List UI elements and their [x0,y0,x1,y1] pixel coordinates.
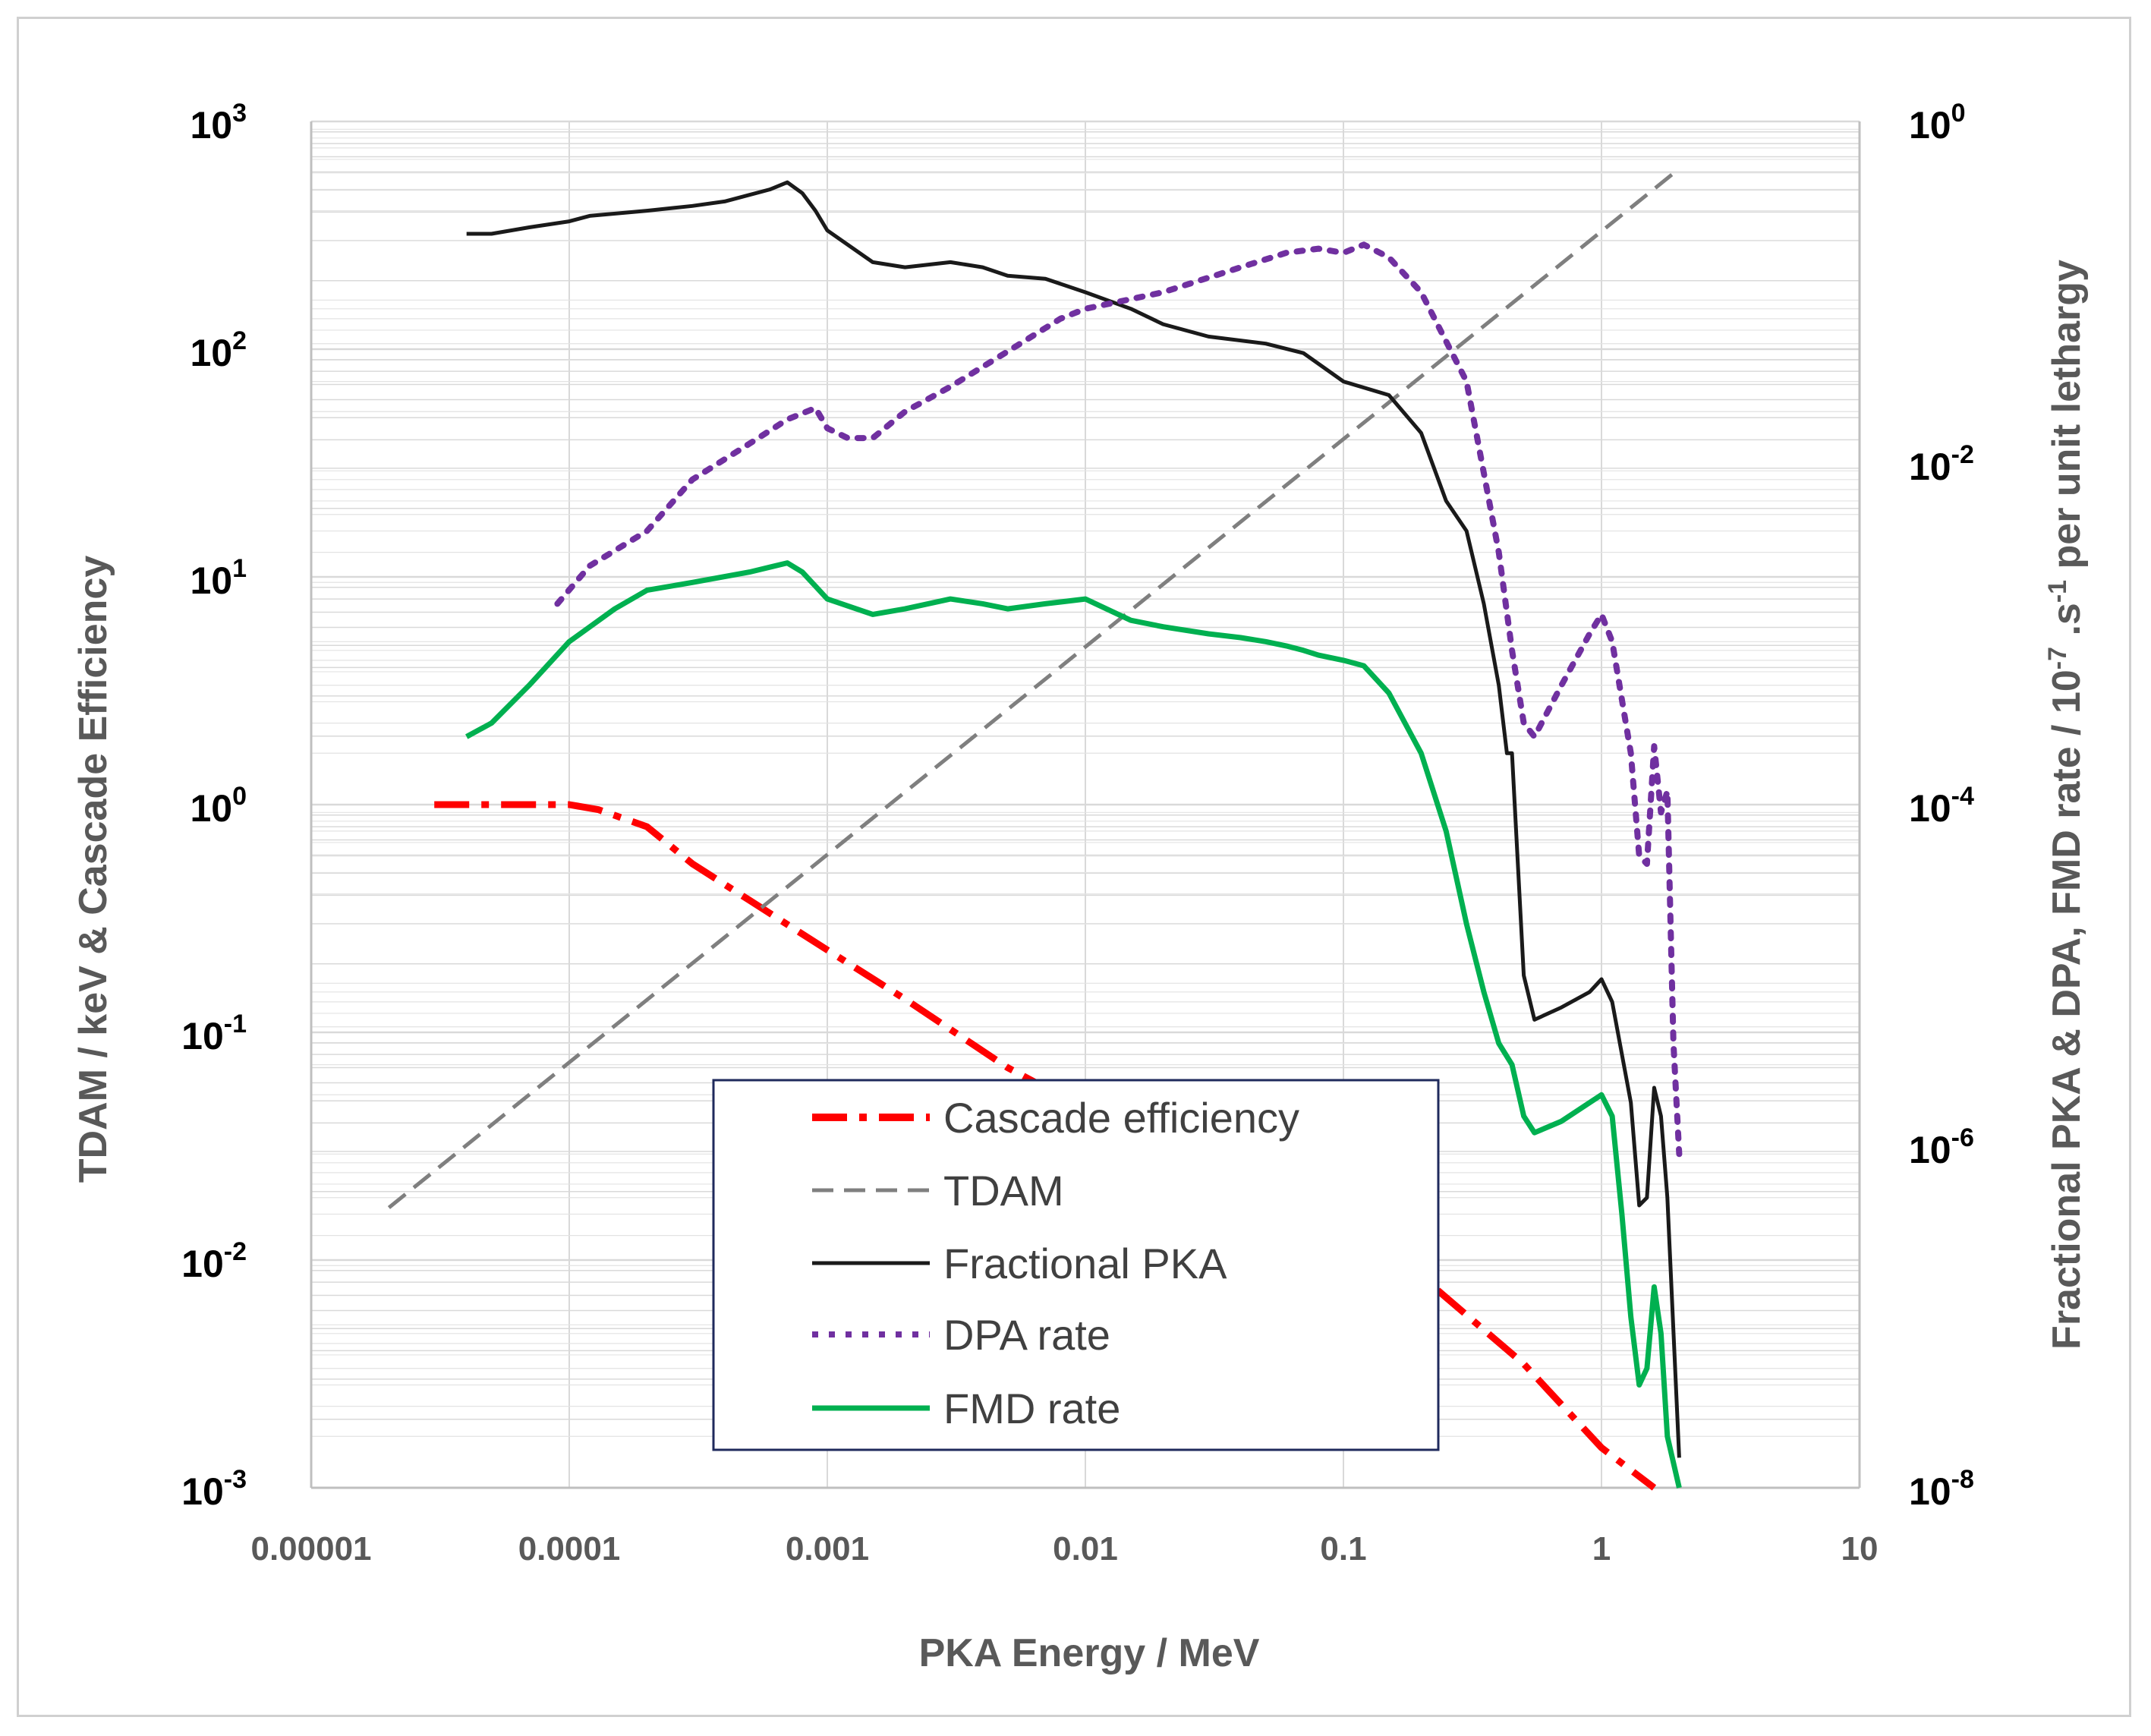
y-right-tick-label: 10-4 [1909,782,1974,830]
y-left-tick-label: 10-3 [181,1465,247,1513]
y-left-tick-label: 103 [190,99,247,147]
x-tick-label: 0.001 [786,1530,869,1567]
legend-label-fmd-rate: FMD rate [943,1385,1120,1432]
y-right-title-part2: .s [2045,603,2089,647]
legend-label-dpa-rate: DPA rate [943,1311,1110,1359]
series-fmd-rate [465,560,1682,1489]
y-left-tick-label: 100 [190,782,247,830]
x-tick-label: 0.00001 [250,1530,371,1567]
legend-label-fractional-pka: Fractional PKA [943,1240,1227,1287]
legend: Cascade efficiency TDAM Fractional PKA D… [712,1079,1440,1451]
series-tdam [387,167,1680,1209]
axes-layer: 0.00001 0.0001 0.001 0.01 0.1 1 10 103 102 101 100… [181,99,1974,1567]
y-axis-right-title: Fractional PKA & DPA, FMD rate / 10-7 .s… [2043,260,2089,1350]
y-right-tick-label: 100 [1909,99,1966,147]
series-dpa-rate [554,241,1683,1158]
x-tick-label: 10 [1841,1530,1879,1567]
y-right-tick-label: 10-8 [1909,1465,1974,1513]
y-right-title-part1: Fractional PKA & DPA, FMD rate / 10 [2045,670,2089,1350]
y-right-title-part3: per unit lethargy [2045,260,2089,580]
x-tick-label: 0.1 [1320,1530,1366,1567]
y-left-tick-label: 102 [190,326,247,374]
y-right-title-sup2: -1 [2043,580,2072,603]
x-tick-label: 0.01 [1053,1530,1118,1567]
y-right-tick-label: 10-2 [1909,440,1974,488]
x-axis-title: PKA Energy / MeV [919,1631,1260,1675]
y-left-tick-label: 101 [190,554,247,602]
y-right-tick-label: 10-6 [1909,1123,1974,1171]
y-left-tick-label: 10-1 [181,1010,247,1057]
x-tick-label: 1 [1592,1530,1611,1567]
x-tick-label: 0.0001 [518,1530,621,1567]
series-fractional-pka [466,180,1681,1458]
y-right-title-sup1: -7 [2043,647,2072,670]
y-left-tick-label: 10-2 [181,1237,247,1285]
legend-label-tdam: TDAM [943,1167,1064,1215]
legend-label-cascade-efficiency: Cascade efficiency [943,1094,1299,1142]
y-axis-left-title: TDAM / keV & Cascade Efficiency [71,556,115,1183]
